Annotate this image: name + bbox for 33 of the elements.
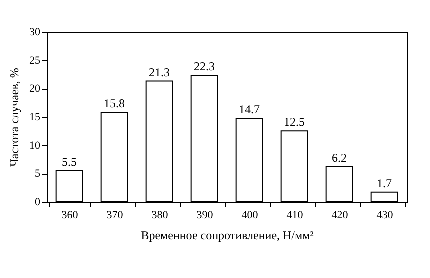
y-tick-label: 20 — [30, 83, 41, 96]
y-tick-label: 5 — [35, 168, 41, 180]
data-label: 12.5 — [284, 115, 305, 130]
x-tick-label: 420 — [332, 210, 349, 222]
y-tick-label: 25 — [30, 54, 41, 67]
y-axis-title: Частота случаев, % — [8, 68, 22, 167]
x-tick-label: 390 — [196, 210, 214, 222]
data-label: 22.3 — [194, 60, 215, 74]
bar — [56, 170, 84, 202]
x-tick-label: 430 — [376, 210, 394, 222]
bar — [236, 118, 264, 202]
y-tick-label: 30 — [30, 26, 41, 38]
data-label: 5.5 — [62, 154, 77, 169]
x-tick-label: 400 — [242, 210, 259, 222]
data-label: 6.2 — [332, 150, 347, 165]
x-tick-label: 380 — [152, 210, 169, 222]
data-label: 14.7 — [239, 102, 260, 117]
data-label: 21.3 — [149, 65, 170, 80]
bar — [326, 166, 354, 202]
bar — [146, 80, 174, 202]
x-axis-title: Временное сопротивление, Н/мм² — [141, 228, 314, 242]
bar — [190, 75, 218, 202]
y-tick-label: 0 — [35, 196, 41, 208]
bar — [280, 130, 308, 202]
data-label: 1.7 — [377, 176, 392, 190]
data-label: 15.8 — [104, 96, 125, 110]
bar — [370, 192, 398, 202]
bar — [100, 112, 128, 202]
x-tick-label: 410 — [286, 210, 304, 222]
y-tick-label: 10 — [30, 140, 41, 152]
x-tick-label: 370 — [106, 210, 124, 222]
x-tick-label: 360 — [62, 210, 79, 222]
y-tick-label: 15 — [30, 112, 41, 124]
